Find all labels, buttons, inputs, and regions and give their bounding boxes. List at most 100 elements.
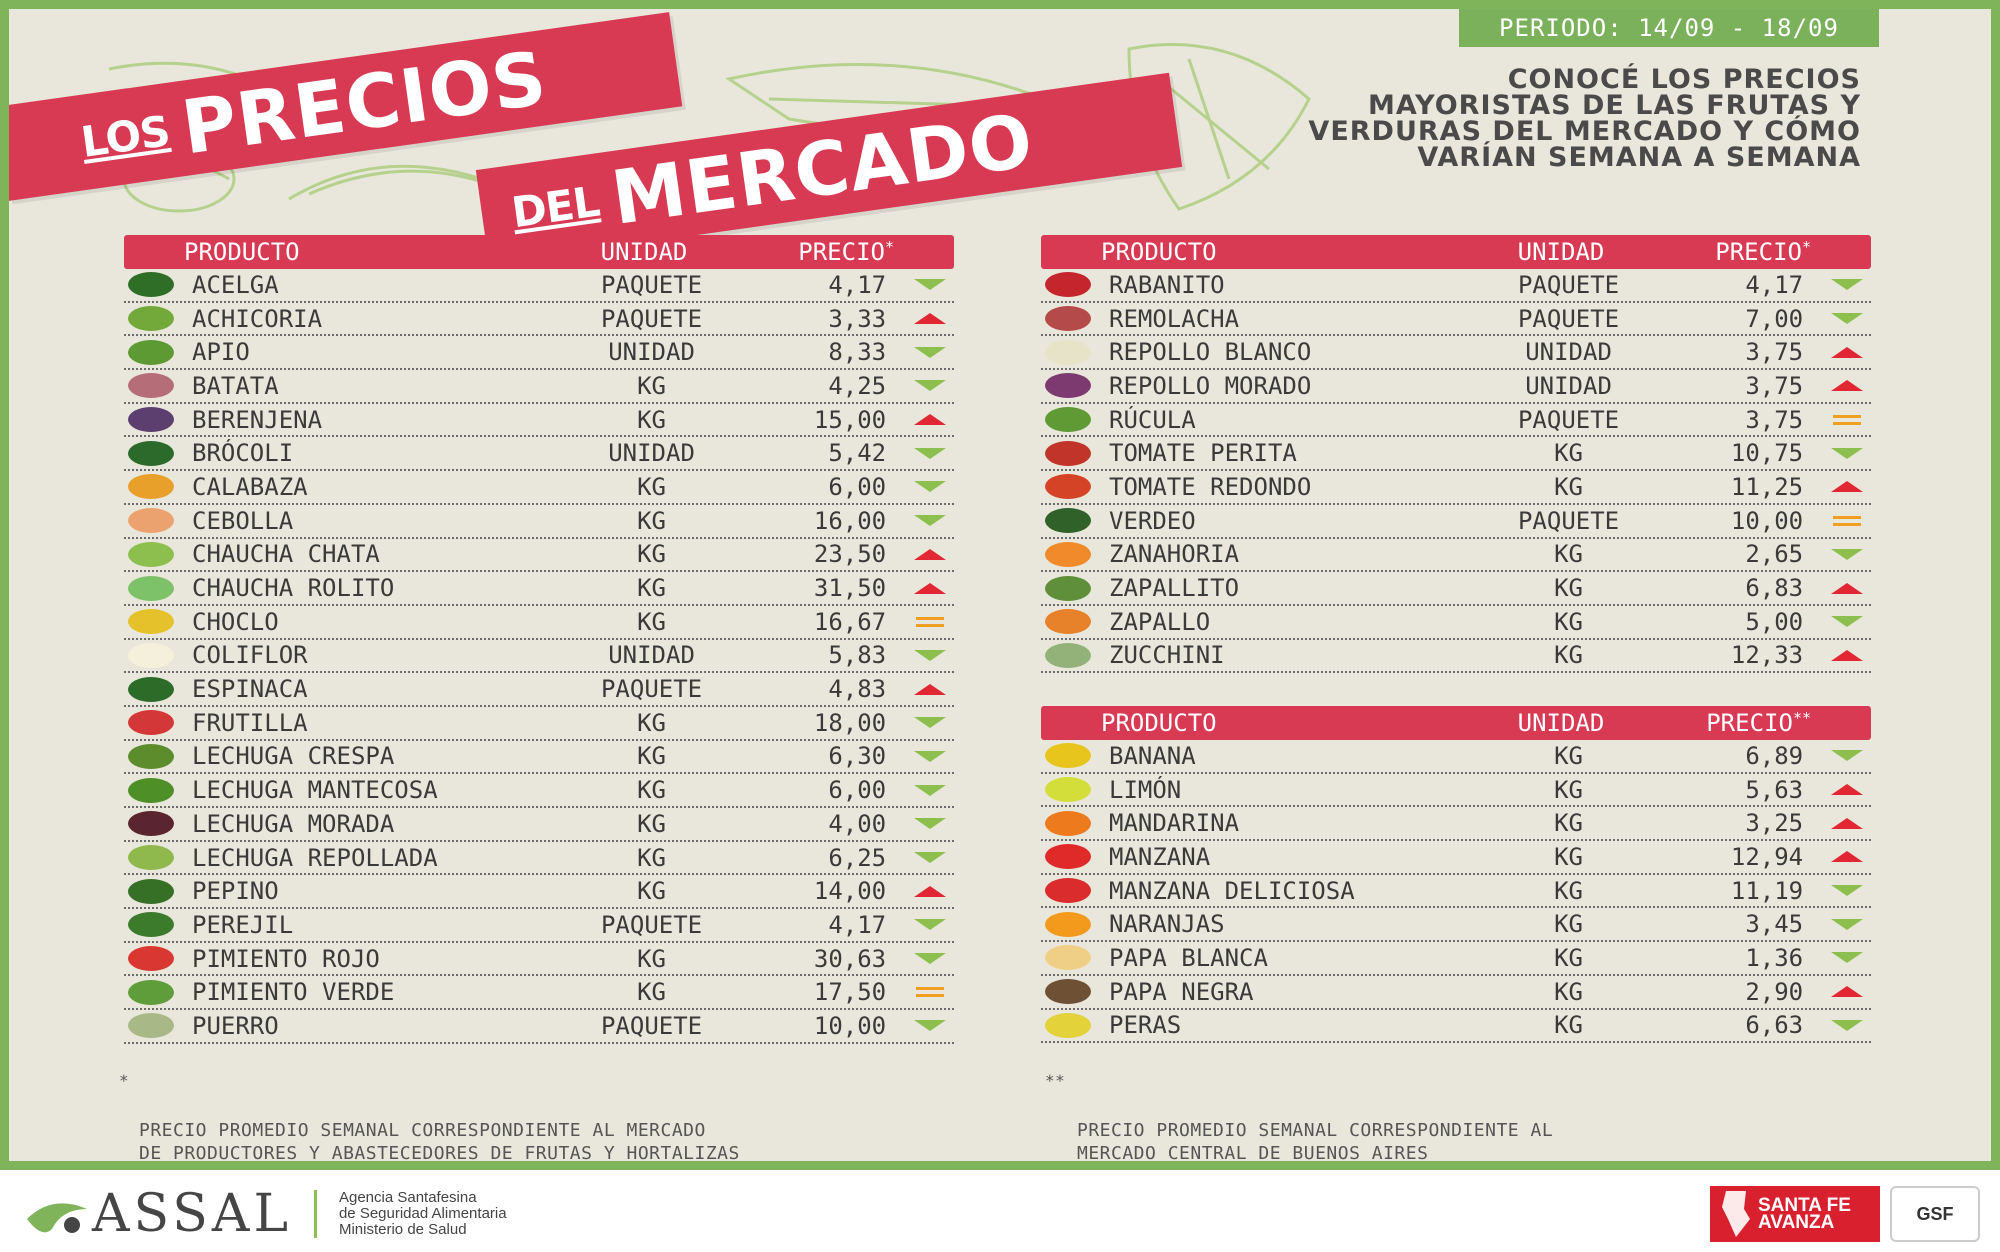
column-product: PRODUCTO — [184, 238, 300, 266]
product-name: PIMIENTO ROJO — [192, 944, 380, 973]
product-price: 4,25 — [828, 371, 887, 400]
table-row: ZUCCHINI KG 12,33 — [1041, 640, 1871, 674]
santa-fe-avanza-logo: SANTA FE AVANZA — [1710, 1186, 1880, 1242]
product-name: PEPINO — [192, 877, 279, 906]
trend-down-icon — [1823, 544, 1871, 564]
table-row: BRÓCOLI UNIDAD 5,42 — [124, 437, 954, 472]
product-unit: PAQUETE — [1517, 304, 1620, 333]
trend-down-icon — [1823, 1015, 1871, 1035]
product-color-icon — [128, 407, 174, 433]
product-unit: KG — [637, 877, 666, 906]
product-unit: KG — [637, 776, 666, 805]
product-name: APIO — [192, 338, 250, 367]
product-unit: KG — [1554, 775, 1583, 804]
product-unit: KG — [1554, 943, 1583, 972]
product-price: 8,33 — [828, 338, 887, 367]
product-unit: KG — [637, 574, 666, 603]
product-price: 4,17 — [1745, 270, 1804, 299]
table-row: ACHICORIA PAQUETE 3,33 — [124, 303, 954, 337]
product-price: 17,50 — [813, 978, 887, 1007]
table-row: REMOLACHA PAQUETE 7,00 — [1041, 303, 1871, 337]
product-unit: UNIDAD — [1525, 371, 1612, 400]
product-price: 3,75 — [1745, 405, 1804, 434]
product-unit: KG — [637, 472, 666, 501]
product-price: 5,00 — [1745, 607, 1804, 636]
product-price: 6,30 — [828, 742, 887, 771]
product-price: 5,83 — [828, 641, 887, 670]
product-price: 4,83 — [828, 675, 887, 704]
table-row: PIMIENTO ROJO KG 30,63 — [124, 943, 954, 977]
product-price: 5,42 — [828, 439, 887, 468]
table-row: PEREJIL PAQUETE 4,17 — [124, 909, 954, 943]
trend-up-icon — [1823, 645, 1871, 665]
table-row: LECHUGA MANTECOSA KG 6,00 — [124, 774, 954, 808]
trend-up-icon — [906, 309, 954, 329]
product-name: LECHUGA CRESPA — [192, 742, 395, 771]
product-color-icon — [1045, 440, 1091, 466]
product-price: 31,50 — [813, 574, 887, 603]
table-row: CHOCLO KG 16,67 — [124, 606, 954, 640]
trend-down-icon — [1823, 881, 1871, 901]
table-row: CHAUCHA ROLITO KG 31,50 — [124, 572, 954, 606]
product-price: 23,50 — [813, 540, 887, 569]
table-row: CALABAZA KG 6,00 — [124, 471, 954, 505]
product-unit: PAQUETE — [600, 910, 703, 939]
product-unit: KG — [637, 405, 666, 434]
trend-down-icon — [1823, 275, 1871, 295]
table-row: LIMÓN KG 5,63 — [1041, 774, 1871, 808]
product-color-icon — [128, 946, 174, 972]
table-row: NARANJAS KG 3,45 — [1041, 908, 1871, 943]
product-price: 6,63 — [1745, 1011, 1804, 1040]
product-color-icon — [128, 1013, 174, 1039]
trend-equal-icon — [906, 982, 954, 1002]
footnote-right: ** PRECIO PROMEDIO SEMANAL CORRESPONDIEN… — [1045, 1071, 1554, 1164]
trend-down-icon — [906, 915, 954, 935]
product-name: BRÓCOLI — [192, 439, 294, 468]
vegetables-table-right: PRODUCTO UNIDAD PRECIO* RABANITO PAQUETE 4… — [1041, 235, 1871, 674]
product-color-icon — [1045, 844, 1091, 870]
trend-equal-icon — [1823, 511, 1871, 531]
product-price: 5,63 — [1745, 775, 1804, 804]
product-name: FRUTILLA — [192, 708, 308, 737]
product-name: TOMATE REDONDO — [1109, 472, 1312, 501]
product-unit: KG — [637, 944, 666, 973]
product-unit: KG — [637, 607, 666, 636]
product-color-icon — [128, 845, 174, 871]
product-unit: KG — [1554, 809, 1583, 838]
table-row: PUERRO PAQUETE 10,00 — [124, 1010, 954, 1044]
product-color-icon — [128, 373, 174, 399]
trend-equal-icon — [1823, 410, 1871, 430]
product-name: PEREJIL — [192, 910, 294, 939]
gsf-logo: GSF — [1890, 1186, 1980, 1242]
product-name: BANANA — [1109, 741, 1196, 770]
trend-equal-icon — [906, 612, 954, 632]
product-price: 10,75 — [1730, 439, 1804, 468]
trend-up-icon — [1823, 376, 1871, 396]
product-price: 4,00 — [828, 809, 887, 838]
trend-down-icon — [906, 342, 954, 362]
product-color-icon — [128, 541, 174, 567]
product-name: ESPINACA — [192, 675, 308, 704]
product-unit: KG — [637, 540, 666, 569]
table-rows: BANANA KG 6,89 LIMÓN KG 5,63 MANDARINA KG 3,25 MA… — [1041, 740, 1871, 1044]
product-unit: KG — [1554, 439, 1583, 468]
product-color-icon — [1045, 777, 1091, 803]
product-unit: KG — [637, 742, 666, 771]
product-price: 10,00 — [813, 1011, 887, 1040]
trend-up-icon — [1823, 780, 1871, 800]
product-name: ACHICORIA — [192, 304, 323, 333]
product-price: 2,90 — [1745, 977, 1804, 1006]
product-unit: KG — [1554, 641, 1583, 670]
trend-up-icon — [1823, 813, 1871, 833]
trend-down-icon — [906, 713, 954, 733]
column-unit: UNIDAD — [1517, 709, 1605, 737]
product-name: CALABAZA — [192, 472, 308, 501]
table-row: CEBOLLA KG 16,00 — [124, 505, 954, 539]
intro-text: CONOCÉ LOS PRECIOS MAYORISTAS DE LAS FRU… — [1308, 64, 1861, 173]
product-name: ACELGA — [192, 270, 279, 299]
product-name: PAPA BLANCA — [1109, 943, 1268, 972]
product-color-icon — [1045, 575, 1091, 601]
fruits-table: PRODUCTO UNIDAD PRECIO** BANANA KG 6,89 LIM… — [1041, 706, 1871, 1044]
table-row: LECHUGA REPOLLADA KG 6,25 — [124, 842, 954, 876]
product-color-icon — [1045, 743, 1091, 769]
